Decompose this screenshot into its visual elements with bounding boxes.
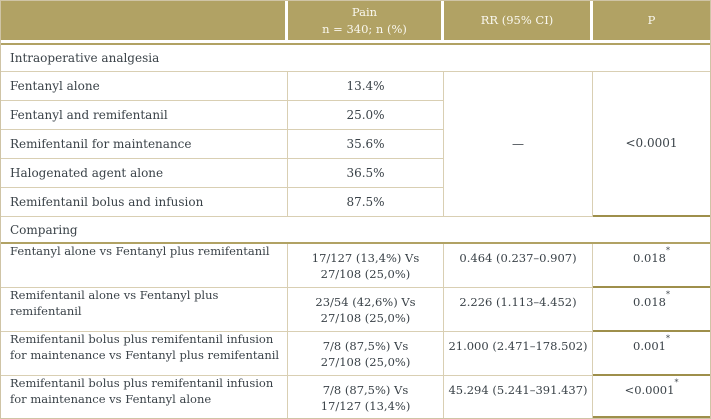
header-rr: RR (95% CI)	[444, 1, 590, 40]
row-label-fentanyl-alone: Fentanyl alone	[1, 72, 288, 101]
comparison-p: 0.018 *	[593, 288, 710, 332]
comparison-p: <0.0001 *	[593, 376, 710, 418]
comparison-label: Fentanyl alone vs Fentanyl plus remifent…	[1, 244, 288, 288]
row-label-remifentanil-maintenance: Remifentanil for maintenance	[1, 130, 288, 159]
p-value: <0.0001	[624, 383, 675, 397]
p-value: 0.018	[633, 295, 666, 309]
row-label-fentanyl-remifentanil: Fentanyl and remifentanil	[1, 101, 288, 130]
comparison-label: Remifentanil bolus plus remifentanil inf…	[1, 376, 288, 418]
header-empty-cell	[1, 1, 285, 40]
comparison-pain: 23/54 (42,6%) Vs 27/108 (25,0%)	[288, 288, 444, 332]
pain-value: 35.6%	[288, 130, 444, 159]
comparison-p: 0.001 *	[593, 332, 710, 376]
header-p: P	[593, 1, 710, 40]
section-title-comparing: Comparing	[1, 217, 710, 244]
comparison-label: Remifentanil bolus plus remifentanil inf…	[1, 332, 288, 376]
pain-value: 36.5%	[288, 159, 444, 188]
pain-value: 13.4%	[288, 72, 444, 101]
p-value: 0.001	[633, 339, 666, 353]
comparison-pain: 7/8 (87,5%) Vs 27/108 (25,0%)	[288, 332, 444, 376]
rr-merged-cell: —	[444, 72, 593, 217]
comparison-rr: 0.464 (0.237–0.907)	[444, 244, 593, 288]
row-label-halogenated-agent: Halogenated agent alone	[1, 159, 288, 188]
pain-value: 87.5%	[288, 188, 444, 217]
p-merged-cell: <0.0001	[593, 72, 710, 217]
comparison-p: 0.018 *	[593, 244, 710, 288]
comparison-pain: 17/127 (13,4%) Vs 27/108 (25,0%)	[288, 244, 444, 288]
pain-value: 25.0%	[288, 101, 444, 130]
comparison-label: Remifentanil alone vs Fentanyl plus remi…	[1, 288, 288, 332]
comparison-rr: 21.000 (2.471–178.502)	[444, 332, 593, 376]
comparison-rr: 45.294 (5.241–391.437)	[444, 376, 593, 418]
p-value: 0.018	[633, 251, 666, 265]
comparison-rr: 2.226 (1.113–4.452)	[444, 288, 593, 332]
comparison-pain: 7/8 (87,5%) Vs 17/127 (13,4%)	[288, 376, 444, 418]
row-label-remifentanil-bolus-infusion: Remifentanil bolus and infusion	[1, 188, 288, 217]
section-title-intraoperative: Intraoperative analgesia	[1, 43, 710, 72]
header-pain: Pain n = 340; n (%)	[288, 1, 441, 40]
